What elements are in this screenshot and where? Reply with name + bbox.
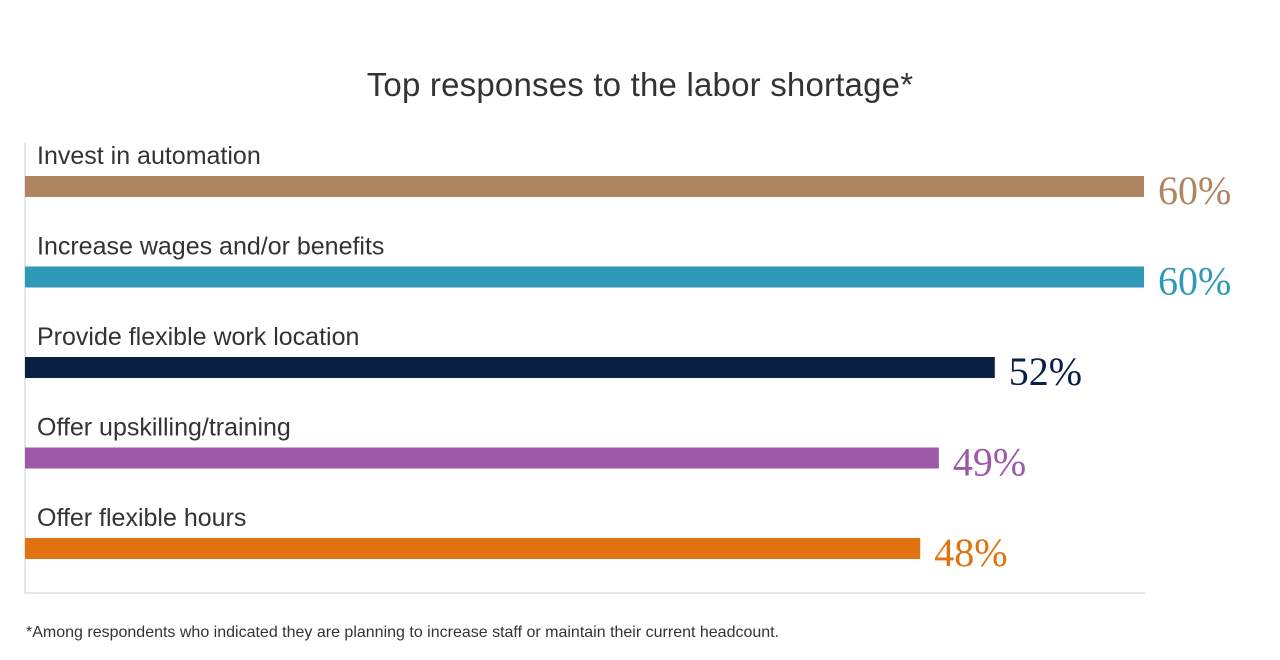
- value-label: 48%: [934, 530, 1007, 575]
- chart-title: Top responses to the labor shortage*: [366, 66, 914, 103]
- category-label: Offer flexible hours: [37, 504, 246, 532]
- value-label: 60%: [1158, 259, 1231, 304]
- bar: [25, 176, 1144, 197]
- category-label: Provide flexible work location: [37, 323, 359, 351]
- bar: [25, 538, 921, 559]
- value-label: 60%: [1158, 168, 1231, 213]
- value-label: 52%: [1009, 349, 1082, 394]
- bars-layer: Invest in automation 60% Increase wages an…: [25, 142, 1231, 575]
- bar: [25, 357, 995, 378]
- value-label: 49%: [953, 440, 1026, 485]
- bar: [25, 447, 939, 469]
- category-label: Invest in automation: [37, 142, 261, 170]
- category-label: Increase wages and/or benefits: [37, 233, 384, 261]
- category-label: Offer upskilling/training: [37, 414, 291, 442]
- footnote: *Among respondents who indicated they ar…: [26, 624, 780, 641]
- bar: [25, 266, 1144, 288]
